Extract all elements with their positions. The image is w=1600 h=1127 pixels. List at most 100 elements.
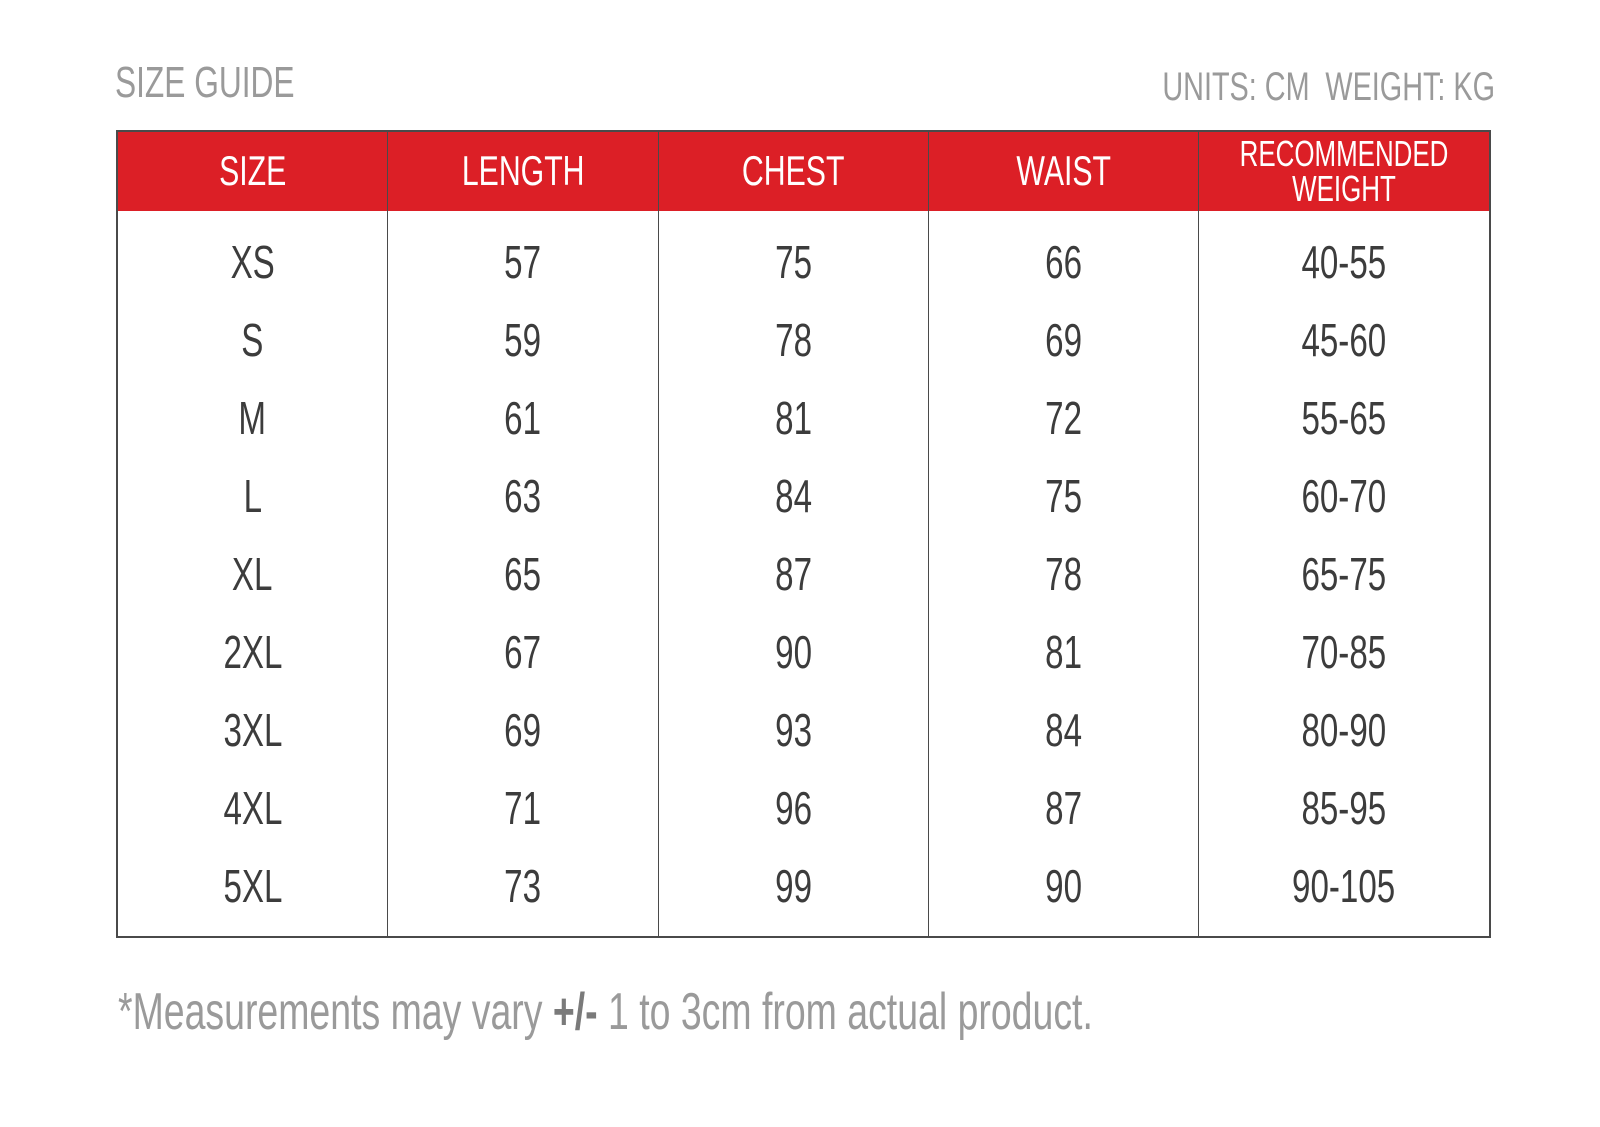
table-cell: 4XL [118,769,387,847]
table-cell: 59 [388,301,657,379]
table-cell: 70-85 [1199,613,1489,691]
page-title: SIZE GUIDE [115,58,295,107]
column-header-label: LENGTH [461,147,585,194]
cell-value: 87 [774,548,812,600]
cell-value: 55-65 [1301,392,1387,444]
cell-value: 66 [1044,236,1082,288]
column-body: 75 78 81 84 87 90 93 96 99 [659,211,928,925]
cell-value: XL [232,548,273,600]
cell-value: 71 [504,782,542,834]
cell-value: 81 [774,392,812,444]
cell-value: 4XL [223,782,283,834]
table-cell: 87 [659,535,928,613]
units-label: UNITS: CM WEIGHT: KG [1033,62,1495,112]
cell-value: 87 [1044,782,1082,834]
table-cell: 72 [929,379,1198,457]
table-cell: XL [118,535,387,613]
cell-value: L [243,470,262,522]
cell-value: 63 [504,470,542,522]
column-header-label-line2: WEIGHT [1292,168,1396,209]
table-column: LENGTH 57 59 61 63 65 67 69 71 73 [388,132,659,936]
table-cell: 73 [388,847,657,925]
table-cell: 84 [659,457,928,535]
cell-value: 78 [774,314,812,366]
cell-value: 75 [774,236,812,288]
footnote: *Measurements may vary +/- 1 to 3cm from… [118,982,1472,1042]
cell-value: 99 [774,860,812,912]
table-cell: 67 [388,613,657,691]
column-header-label: RECOMMENDED [1239,133,1449,174]
table-cell: 87 [929,769,1198,847]
cell-value: 73 [504,860,542,912]
table-cell: 90-105 [1199,847,1489,925]
cell-value: 93 [774,704,812,756]
column-header-label: WAIST [1016,147,1111,194]
cell-value: 5XL [223,860,283,912]
weight-unit-label: WEIGHT: KG [1325,65,1495,109]
cell-value: 3XL [223,704,283,756]
table-cell: 90 [929,847,1198,925]
table-cell: 55-65 [1199,379,1489,457]
cell-value: 80-90 [1301,704,1387,756]
cell-value: 65 [504,548,542,600]
length-unit-label: UNITS: CM [1162,65,1310,109]
table-cell: 60-70 [1199,457,1489,535]
table-cell: 75 [659,223,928,301]
cell-value: 84 [774,470,812,522]
column-body: 57 59 61 63 65 67 69 71 73 [388,211,657,925]
column-body: 40-55 45-60 55-65 60-70 65-75 70-85 80-90 85-95… [1199,211,1489,925]
table-cell: 40-55 [1199,223,1489,301]
table-cell: 96 [659,769,928,847]
table-column: RECOMMENDED WEIGHT 40-55 45-60 55-65 60-70 65-… [1199,132,1490,936]
table-cell: 3XL [118,691,387,769]
table-cell: L [118,457,387,535]
table-column: SIZE XS S M L XL 2XL 3XL 4XL 5XL [118,132,389,936]
table-cell: 69 [929,301,1198,379]
table-cell: 69 [388,691,657,769]
cell-value: 2XL [223,626,283,678]
cell-value: 72 [1044,392,1082,444]
footnote-prefix: *Measurements may vary [118,983,553,1041]
cell-value: 60-70 [1301,470,1387,522]
table-cell: 57 [388,223,657,301]
table-cell: 45-60 [1199,301,1489,379]
table-cell: 75 [929,457,1198,535]
cell-value: 85-95 [1301,782,1387,834]
size-table: SIZE XS S M L XL 2XL 3XL 4XL 5XL LENGTH 57 59 61 63 65 6… [116,130,1491,938]
cell-value: 75 [1044,470,1082,522]
cell-value: 67 [504,626,542,678]
footnote-suffix: 1 to 3cm from actual product. [597,983,1093,1041]
column-header-label: CHEST [741,147,845,194]
table-column: CHEST 75 78 81 84 87 90 93 96 99 [658,132,929,936]
table-cell: S [118,301,387,379]
footnote-plus-minus: +/- [552,983,598,1041]
table-cell: 65 [388,535,657,613]
cell-value: 61 [504,392,542,444]
table-cell: 81 [929,613,1198,691]
cell-value: S [241,314,264,366]
cell-value: 90 [774,626,812,678]
cell-value: 65-75 [1301,548,1387,600]
cell-value: 59 [504,314,542,366]
cell-value: 78 [1044,548,1082,600]
table-cell: 93 [659,691,928,769]
table-cell: 63 [388,457,657,535]
table-cell: 66 [929,223,1198,301]
table-cell: XS [118,223,387,301]
cell-value: 40-55 [1301,236,1387,288]
table-cell: 61 [388,379,657,457]
cell-value: 90 [1044,860,1082,912]
table-cell: M [118,379,387,457]
cell-value: 90-105 [1292,860,1396,912]
cell-value: XS [230,236,275,288]
table-column: WAIST 66 69 72 75 78 81 84 87 90 [928,132,1199,936]
column-header: LENGTH [388,132,658,211]
table-cell: 84 [929,691,1198,769]
table-cell: 71 [388,769,657,847]
cell-value: 70-85 [1301,626,1387,678]
table-cell: 90 [659,613,928,691]
column-header-label: SIZE [219,147,287,194]
cell-value: 69 [504,704,542,756]
cell-value: 45-60 [1301,314,1387,366]
column-header: WAIST [928,132,1198,211]
